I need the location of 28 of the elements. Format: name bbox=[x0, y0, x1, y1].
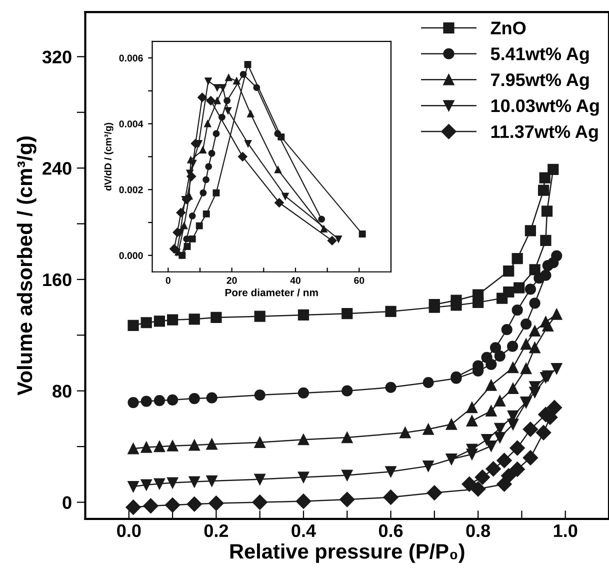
x-tick-label: 0.8 bbox=[466, 524, 490, 538]
y-tick-label: 160 bbox=[43, 273, 72, 286]
x-axis-title: Pore diameter / nm bbox=[225, 288, 318, 296]
x-axis-title: Relative pressure (P/P₀) bbox=[230, 543, 464, 563]
x-tick-label: 60 bbox=[354, 276, 364, 284]
legend-label: 5.41wt% Ag bbox=[490, 48, 589, 64]
y-axis-title: dV/dD / (cm³/g) bbox=[104, 122, 114, 191]
legend-label: 10.03wt% Ag bbox=[491, 99, 599, 116]
x-tick-label: 20 bbox=[226, 276, 237, 284]
y-tick-label: 80 bbox=[52, 384, 72, 398]
x-tick-label: 0 bbox=[166, 276, 170, 284]
legend-label: 7.95wt% Ag bbox=[491, 73, 589, 90]
legend-label: 11.37wt% Ag bbox=[491, 125, 598, 142]
x-tick-label: 0.2 bbox=[204, 524, 228, 538]
x-tick-label: 0.6 bbox=[378, 524, 403, 538]
y-tick-label: 320 bbox=[42, 50, 72, 64]
y-tick-label: 0.004 bbox=[119, 120, 144, 128]
x-tick-label: 40 bbox=[290, 276, 300, 284]
x-tick-label: 1.0 bbox=[554, 524, 578, 538]
y-tick-label: 240 bbox=[42, 162, 72, 175]
y-tick-label: 0.002 bbox=[119, 186, 143, 194]
y-tick-label: 0.000 bbox=[119, 252, 143, 260]
y-tick-label: 0 bbox=[62, 496, 72, 509]
y-axis-title: Volume adsorbed / (cm³/g) bbox=[16, 136, 36, 396]
y-tick-label: 0.006 bbox=[119, 54, 143, 62]
x-tick-label: 0.4 bbox=[292, 524, 316, 538]
x-tick-label: 0.0 bbox=[117, 524, 141, 538]
legend-label: ZnO bbox=[490, 22, 526, 34]
